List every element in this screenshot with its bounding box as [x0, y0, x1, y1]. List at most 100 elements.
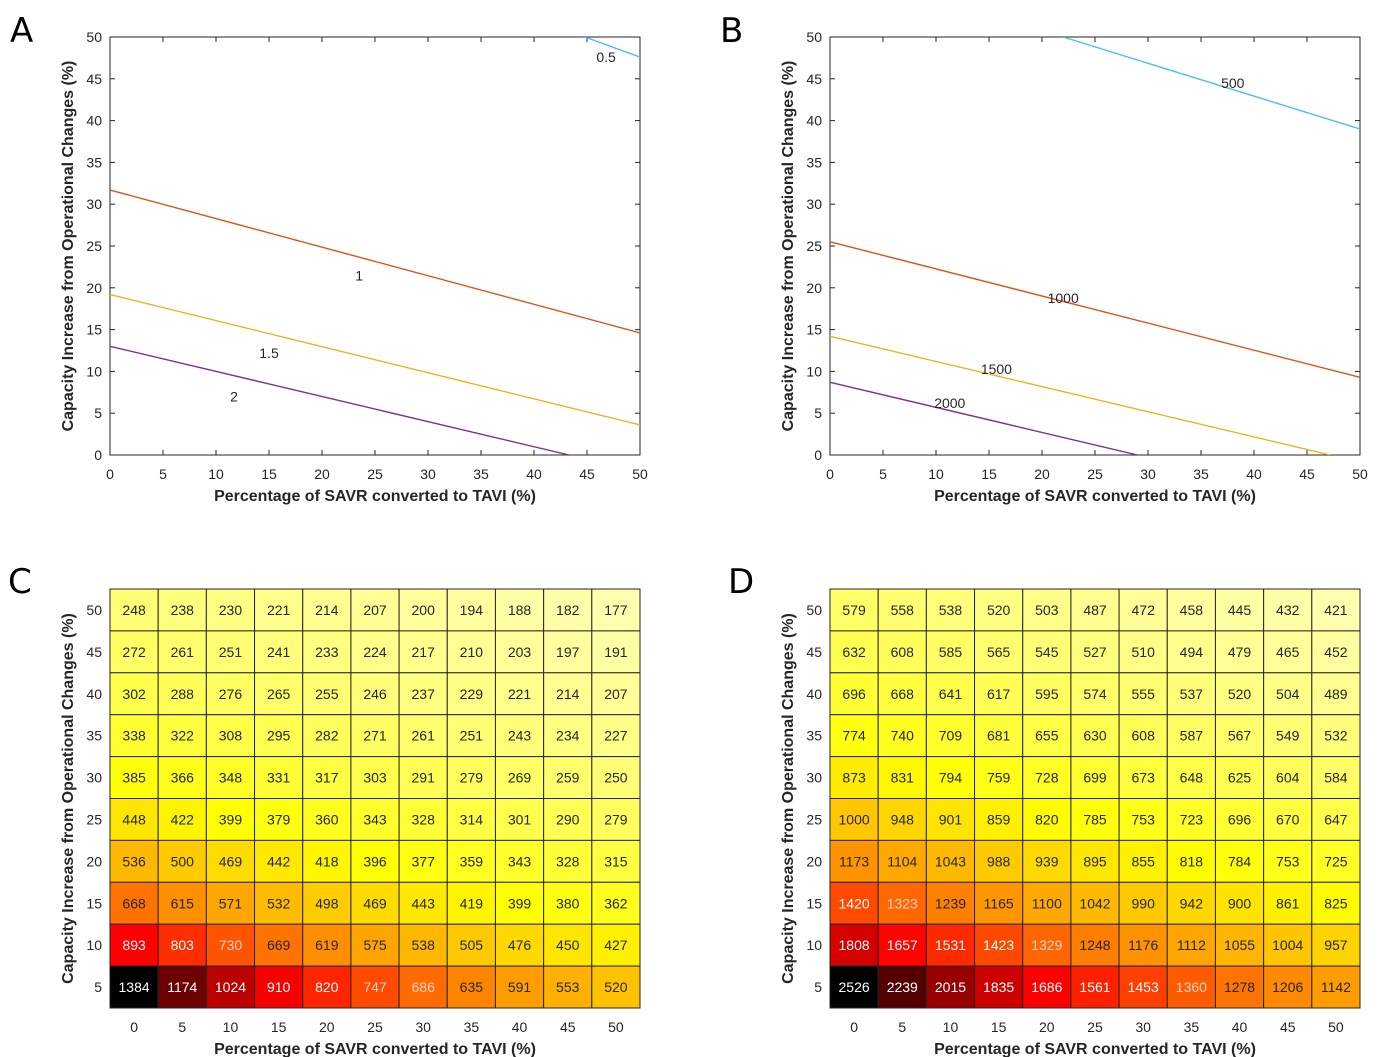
panel-letter-a: A	[10, 11, 33, 51]
contour-label: 0.5	[596, 49, 616, 65]
heatmap-cell	[1311, 923, 1361, 967]
cell-value: 942	[1180, 895, 1204, 911]
heatmap-cell	[302, 881, 352, 925]
cell-value: 647	[1324, 811, 1348, 827]
cell-value: 498	[315, 895, 339, 911]
cell-value: 655	[1035, 728, 1059, 744]
y-tick-label: 30	[806, 196, 822, 212]
heatmap-cell	[446, 881, 496, 925]
cell-value: 668	[122, 895, 146, 911]
heatmap-cell	[254, 672, 304, 716]
cell-value: 255	[315, 686, 339, 702]
heatmap-cell	[877, 588, 927, 632]
heatmap-cell	[350, 630, 400, 674]
cell-value: 1420	[839, 895, 870, 911]
heatmap-cell	[302, 923, 352, 967]
heatmap-cell	[543, 756, 593, 799]
cell-value: 579	[842, 602, 866, 618]
heatmap-cell	[205, 881, 256, 925]
cell-value: 1329	[1031, 937, 1062, 953]
cell-value: 500	[171, 853, 195, 869]
cell-value: 315	[604, 853, 628, 869]
x-tick-label: 45	[1299, 466, 1315, 482]
heatmap-cell	[1022, 881, 1072, 925]
cell-value: 259	[556, 770, 580, 786]
cell-value: 558	[891, 602, 915, 618]
cell-value: 774	[842, 728, 866, 744]
panel-b: 0 5 10 15 20 25 30 35 40 45 5005101520253035404550…	[780, 29, 1368, 505]
heatmap-cell	[157, 923, 207, 967]
cell-value: 784	[1228, 853, 1252, 869]
cell-value: 250	[604, 770, 628, 786]
heatmap-cell	[1022, 630, 1072, 674]
y-tick-label: 15	[86, 895, 102, 911]
cell-value: 290	[556, 811, 580, 827]
heatmap-cell	[925, 756, 976, 799]
y-tick-label: 50	[86, 29, 102, 45]
heatmap-cell	[350, 672, 400, 716]
panel-letter-d: D	[728, 562, 754, 602]
heatmap-cell	[877, 881, 927, 925]
x-tick-label: 25	[367, 466, 383, 482]
cell-value: 1531	[935, 937, 966, 953]
cell-value: 673	[1132, 770, 1156, 786]
heatmap-cell	[829, 798, 879, 841]
cell-value: 295	[267, 728, 291, 744]
x-tick-label: 25	[1087, 1019, 1103, 1035]
heatmap-cell	[1263, 798, 1313, 841]
cell-value: 630	[1083, 728, 1107, 744]
cell-value: 699	[1083, 770, 1107, 786]
heatmap-cell	[1263, 756, 1313, 799]
x-tick-label: 0	[850, 1019, 858, 1035]
cell-value: 587	[1180, 728, 1204, 744]
x-tick-label: 5	[879, 466, 887, 482]
heatmap-border	[829, 588, 1361, 1009]
x-tick-label: 5	[178, 1019, 186, 1035]
heatmap-cell	[350, 588, 400, 632]
cell-value: 465	[1276, 644, 1300, 660]
heatmap-cell	[1166, 881, 1216, 925]
x-tick-label: 20	[1039, 1019, 1055, 1035]
heatmap-cell	[925, 630, 976, 674]
cell-value: 990	[1132, 895, 1156, 911]
cell-value: 1174	[167, 979, 197, 995]
cell-value: 608	[891, 644, 915, 660]
y-tick-label: 15	[86, 322, 102, 338]
cell-value: 555	[1132, 686, 1156, 702]
cell-value: 520	[987, 602, 1011, 618]
cell-value: 948	[891, 811, 915, 827]
cell-value: 448	[122, 811, 146, 827]
y-tick-label: 25	[806, 238, 822, 254]
heatmap-cell	[1263, 588, 1313, 632]
heatmap-cell	[543, 923, 593, 967]
heatmap-cell	[1118, 965, 1168, 1009]
heatmap-cell	[350, 714, 400, 758]
cell-value: 328	[556, 853, 580, 869]
cell-value: 957	[1324, 937, 1348, 953]
heatmap-cell	[877, 630, 927, 674]
cell-value: 820	[1035, 811, 1059, 827]
x-tick-label: 30	[1135, 1019, 1151, 1035]
cell-value: 194	[460, 602, 484, 618]
y-tick-label: 40	[86, 686, 102, 702]
heatmap-cell	[1214, 672, 1265, 716]
x-tick-label: 35	[473, 466, 489, 482]
contour-label: 1000	[1048, 290, 1079, 306]
heatmap-cell	[877, 714, 927, 758]
heatmap-cell	[205, 630, 256, 674]
cell-value: 203	[508, 644, 532, 660]
cell-value: 803	[171, 937, 195, 953]
contour-label: 2	[230, 388, 238, 404]
cell-value: 261	[412, 728, 436, 744]
x-tick-label: 45	[1280, 1019, 1296, 1035]
cell-value: 237	[412, 686, 436, 702]
cell-value: 302	[122, 686, 146, 702]
cell-value: 785	[1083, 811, 1107, 827]
y-tick-label: 30	[806, 770, 822, 786]
x-tick-label: 30	[1140, 466, 1156, 482]
cell-value: 442	[267, 853, 291, 869]
cell-value: 571	[219, 895, 243, 911]
contour-line	[830, 241, 1360, 378]
heatmap-cell	[109, 923, 159, 967]
heatmap-cell	[157, 965, 207, 1009]
